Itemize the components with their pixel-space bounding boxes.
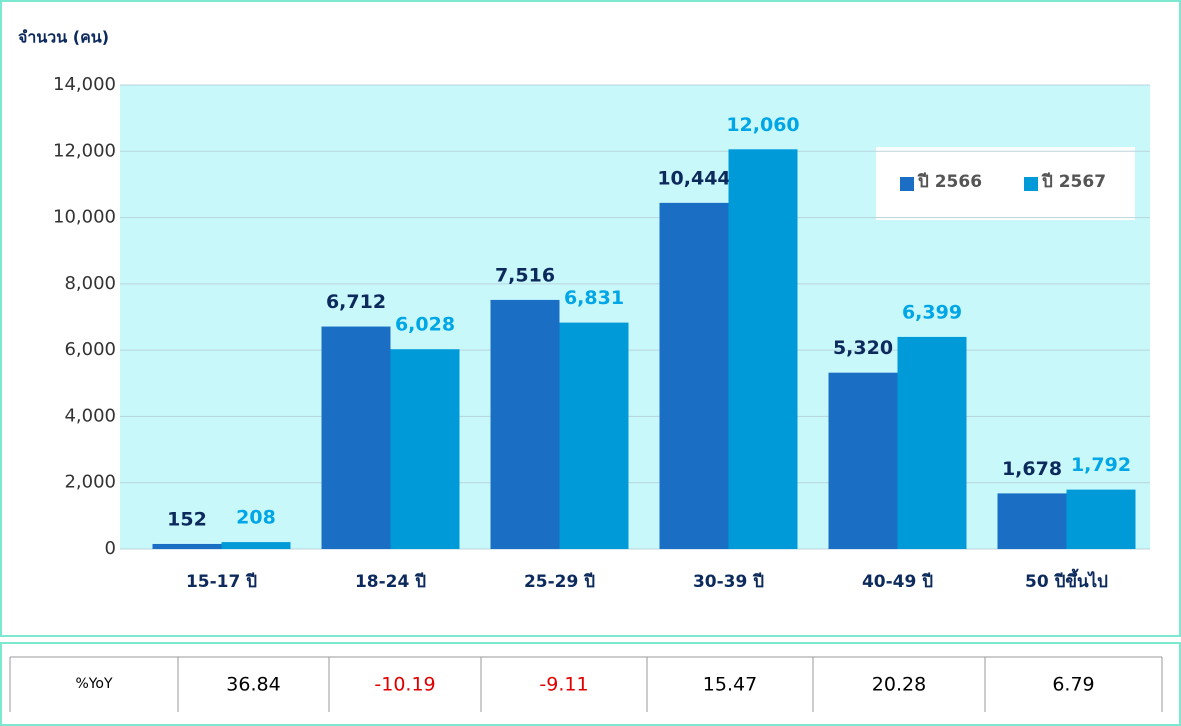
y-tick-label: 6,000 — [64, 339, 116, 360]
y-tick-label: 12,000 — [53, 140, 116, 161]
data-label: 1,678 — [1002, 458, 1062, 480]
bar — [897, 336, 967, 549]
data-label: 6,028 — [395, 314, 455, 336]
table-header: %YoY — [75, 676, 113, 692]
y-tick-label: 8,000 — [64, 273, 116, 294]
legend-label: ปี 2566 — [917, 171, 982, 192]
bar — [152, 543, 222, 549]
table-cell: -9.11 — [539, 674, 588, 696]
bar — [221, 542, 291, 549]
data-label: 6,831 — [564, 287, 624, 309]
x-tick-label: 30-39 ปี — [693, 571, 764, 592]
table-cell: 20.28 — [872, 674, 926, 696]
bar — [559, 322, 629, 549]
x-tick-label: 50 ปีขึ้นไป — [1025, 568, 1108, 592]
data-label: 6,712 — [326, 291, 386, 313]
bar — [828, 372, 898, 549]
y-tick-label: 14,000 — [53, 74, 116, 95]
data-label: 5,320 — [833, 337, 893, 359]
data-label: 208 — [236, 507, 276, 529]
table-cell: 15.47 — [703, 674, 757, 696]
y-tick-label: 10,000 — [53, 207, 116, 228]
y-tick-label: 0 — [105, 538, 116, 559]
bar — [321, 326, 391, 549]
y-tick-label: 4,000 — [64, 405, 116, 426]
legend-swatch — [900, 177, 914, 191]
table-cell: 6.79 — [1052, 674, 1094, 696]
x-tick-label: 40-49 ปี — [862, 571, 933, 592]
y-axis-label: จำนวน (คน) — [18, 28, 109, 47]
data-label: 152 — [167, 508, 207, 530]
legend-swatch — [1024, 177, 1038, 191]
data-label: 1,792 — [1071, 454, 1131, 476]
bar — [659, 202, 729, 549]
data-label: 12,060 — [726, 114, 799, 136]
bar — [490, 299, 560, 549]
table-cell: 36.84 — [226, 674, 280, 696]
y-tick-label: 2,000 — [64, 472, 116, 493]
bar — [997, 493, 1067, 549]
bar — [1066, 489, 1136, 549]
data-label: 6,399 — [902, 301, 962, 323]
table-cell: -10.19 — [374, 674, 435, 696]
legend-box — [876, 147, 1135, 220]
legend-label: ปี 2567 — [1041, 171, 1106, 192]
data-label: 7,516 — [495, 264, 555, 286]
x-tick-label: 25-29 ปี — [524, 571, 595, 592]
data-label: 10,444 — [657, 167, 730, 189]
x-tick-label: 18-24 ปี — [355, 571, 426, 592]
x-tick-label: 15-17 ปี — [186, 571, 257, 592]
bar — [728, 149, 798, 549]
bar — [390, 349, 460, 549]
